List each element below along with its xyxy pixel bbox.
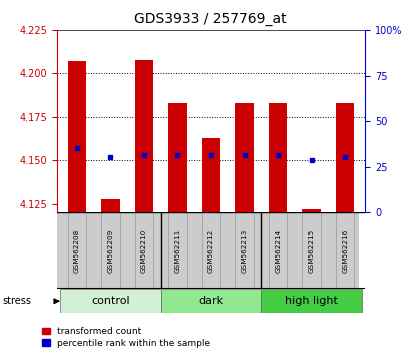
Bar	[269, 103, 287, 212]
Text: dark: dark	[199, 296, 223, 306]
Text: control: control	[91, 296, 130, 306]
Bar	[68, 212, 86, 289]
Bar	[168, 103, 187, 212]
Bar	[202, 138, 220, 212]
Text: stress: stress	[2, 296, 31, 306]
Bar	[336, 103, 354, 212]
Bar	[161, 289, 261, 313]
Text: GSM562216: GSM562216	[342, 228, 348, 273]
Bar	[101, 212, 120, 289]
Text: GSM562214: GSM562214	[275, 228, 281, 273]
Bar	[269, 212, 287, 289]
Bar	[336, 212, 354, 289]
Bar	[302, 209, 321, 212]
Bar	[68, 61, 86, 212]
Bar	[202, 212, 220, 289]
Bar	[101, 199, 120, 212]
Text: GSM562213: GSM562213	[241, 228, 248, 273]
Legend: transformed count, percentile rank within the sample: transformed count, percentile rank withi…	[42, 327, 210, 348]
Text: GSM562208: GSM562208	[74, 228, 80, 273]
Text: GSM562212: GSM562212	[208, 228, 214, 273]
Text: GDS3933 / 257769_at: GDS3933 / 257769_at	[134, 12, 286, 27]
Bar	[168, 212, 187, 289]
Bar	[235, 212, 254, 289]
Text: GSM562215: GSM562215	[309, 228, 315, 273]
Bar	[235, 103, 254, 212]
Bar	[302, 212, 321, 289]
Bar	[135, 212, 153, 289]
Bar	[60, 289, 161, 313]
Bar	[135, 59, 153, 212]
Text: GSM562210: GSM562210	[141, 228, 147, 273]
Text: GSM562211: GSM562211	[174, 228, 181, 273]
Text: GSM562209: GSM562209	[108, 228, 113, 273]
Text: high light: high light	[285, 296, 338, 306]
Bar	[261, 289, 362, 313]
